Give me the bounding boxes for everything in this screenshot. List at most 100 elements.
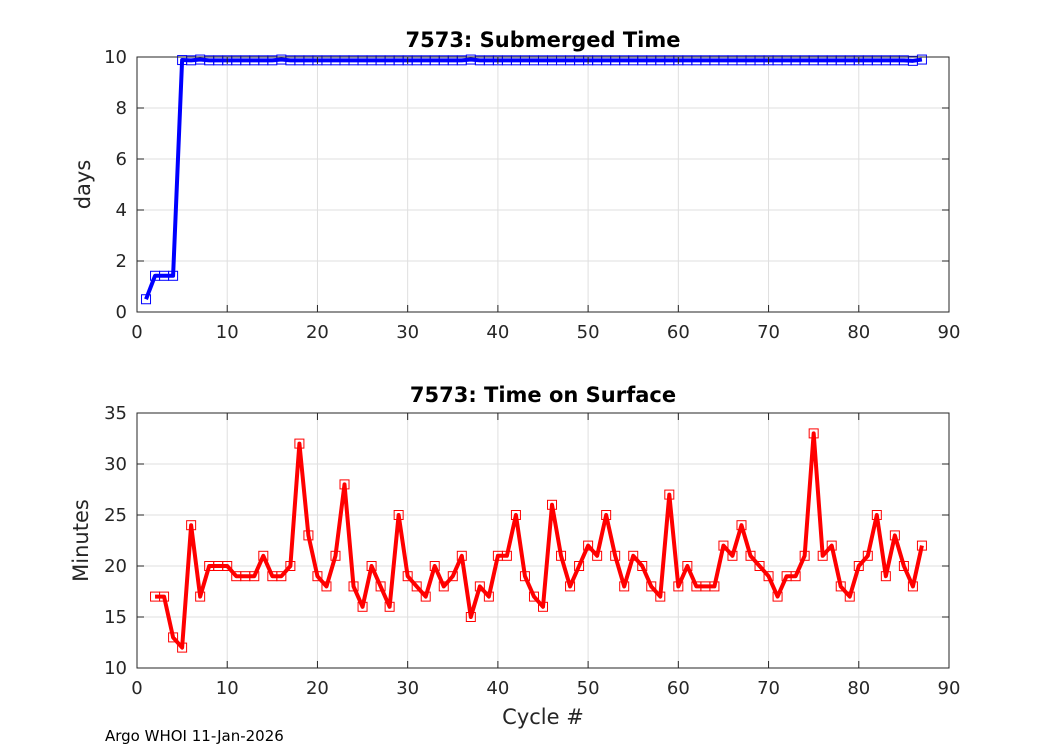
x-axis-label: Cycle #: [502, 705, 584, 729]
data-point-marker: [637, 561, 648, 571]
y-tick-label: 30: [104, 454, 127, 475]
x-tick-label: 40: [486, 322, 509, 343]
data-point-marker: [547, 499, 558, 510]
data-point-marker: [601, 510, 612, 520]
y-tick-label: 35: [104, 403, 127, 424]
data-point-marker: [709, 581, 720, 592]
data-point-marker: [610, 550, 621, 561]
data-point-marker: [519, 571, 530, 582]
data-point-marker: [411, 581, 422, 592]
data-point-marker: [916, 54, 927, 65]
data-point-marker: [538, 601, 548, 612]
series: [150, 428, 927, 653]
x-tick-label: 70: [757, 322, 780, 343]
data-point-marker: [862, 550, 873, 561]
y-axis-label: Minutes: [69, 499, 93, 582]
plot-area: [137, 413, 949, 668]
data-point-marker: [420, 591, 431, 602]
data-point-marker: [898, 561, 909, 571]
data-point-marker: [276, 571, 287, 582]
data-point-marker: [736, 520, 747, 531]
data-point-marker: [808, 428, 819, 439]
plot-area: [137, 57, 949, 312]
data-point-marker: [303, 530, 314, 541]
data-point-marker: [880, 571, 891, 582]
x-tick-label: 80: [847, 678, 870, 699]
data-point-marker: [429, 561, 440, 571]
data-point-marker: [763, 571, 774, 582]
data-point-marker: [718, 540, 729, 551]
series: [141, 54, 927, 305]
data-point-marker: [483, 591, 494, 602]
axes-frame: [136, 412, 950, 669]
y-axis-label: days: [71, 160, 95, 210]
y-tick-label: 10: [104, 658, 127, 679]
data-point-marker: [186, 520, 197, 531]
y-tick-label: 2: [116, 251, 127, 272]
y-tick-label: 0: [116, 302, 127, 323]
data-point-marker: [664, 489, 675, 500]
data-point-marker: [826, 540, 837, 551]
data-point-marker: [168, 270, 179, 281]
data-point-marker: [655, 591, 666, 602]
data-point-marker: [177, 642, 188, 653]
data-point-marker: [195, 591, 206, 602]
data-point-marker: [348, 581, 359, 592]
data-point-marker: [682, 561, 693, 571]
data-point-marker: [447, 571, 458, 582]
data-point-marker: [321, 581, 332, 592]
data-point-marker: [745, 550, 756, 561]
data-point-marker: [727, 550, 738, 561]
y-tick-label: 4: [116, 200, 127, 221]
data-point-marker: [889, 530, 900, 541]
data-point-marker: [871, 510, 882, 520]
data-point-marker: [330, 550, 341, 561]
data-point-marker: [141, 294, 152, 305]
x-tick-label: 80: [847, 322, 870, 343]
x-tick-label: 30: [396, 678, 419, 699]
x-tick-label: 60: [667, 322, 690, 343]
data-point-marker: [222, 561, 233, 571]
data-point-marker: [853, 561, 864, 571]
data-point-marker: [556, 550, 567, 561]
x-tick-label: 10: [216, 322, 239, 343]
data-point-marker: [790, 571, 801, 582]
series-line: [155, 431, 924, 650]
data-point-marker: [402, 571, 413, 582]
data-point-marker: [357, 601, 368, 612]
x-tick-label: 90: [938, 678, 961, 699]
footer-credit: Argo WHOI 11-Jan-2026: [105, 727, 284, 745]
data-point-marker: [339, 479, 350, 490]
x-tick-label: 40: [486, 678, 509, 699]
data-point-marker: [474, 581, 485, 592]
x-tick-label: 70: [757, 678, 780, 699]
x-tick-label: 10: [216, 678, 239, 699]
data-point-marker: [159, 591, 170, 602]
x-tick-label: 0: [131, 678, 142, 699]
x-tick-label: 0: [131, 322, 142, 343]
data-point-marker: [528, 591, 539, 602]
x-tick-label: 60: [667, 678, 690, 699]
data-point-marker: [168, 632, 179, 643]
data-point-marker: [565, 581, 576, 592]
data-point-marker: [438, 581, 449, 592]
data-point-marker: [583, 540, 594, 551]
data-point-marker: [465, 612, 476, 622]
data-point-marker: [754, 561, 765, 571]
data-point-marker: [673, 581, 684, 592]
data-point-marker: [844, 591, 855, 602]
data-point-marker: [772, 591, 783, 602]
data-point-marker: [592, 550, 603, 561]
data-point-marker: [628, 550, 639, 561]
data-point-marker: [375, 581, 386, 592]
y-tick-label: 8: [116, 98, 127, 119]
data-point-marker: [619, 581, 630, 592]
y-tick-label: 20: [104, 556, 127, 577]
data-point-marker: [384, 601, 395, 612]
y-tick-label: 25: [104, 505, 127, 526]
data-point-marker: [366, 561, 377, 571]
data-point-marker: [916, 540, 927, 551]
